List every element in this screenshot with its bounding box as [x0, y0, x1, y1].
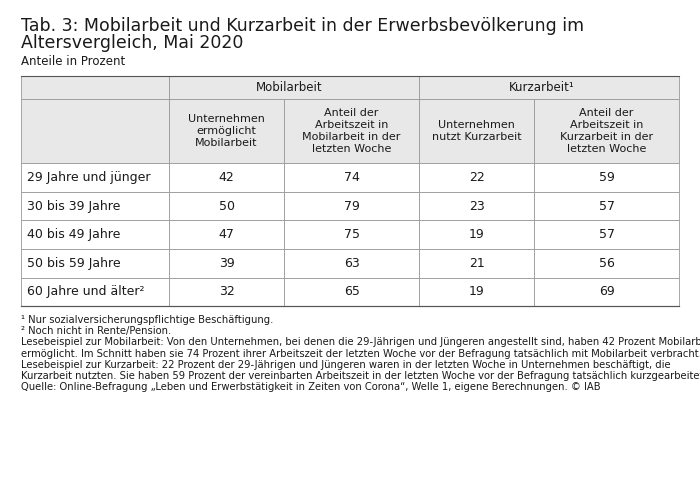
Text: 40 bis 49 Jahre: 40 bis 49 Jahre — [27, 228, 120, 241]
Text: 50 bis 59 Jahre: 50 bis 59 Jahre — [27, 257, 120, 270]
Text: 19: 19 — [469, 228, 484, 241]
Bar — [419, 220, 534, 249]
Text: Unternehmen
ermöglicht
Mobilarbeit: Unternehmen ermöglicht Mobilarbeit — [188, 114, 265, 148]
Bar — [284, 278, 419, 306]
Bar — [419, 76, 679, 99]
Text: 32: 32 — [218, 286, 235, 298]
Bar — [534, 249, 679, 278]
Text: 79: 79 — [344, 199, 360, 213]
Text: 57: 57 — [598, 228, 615, 241]
Bar — [169, 278, 284, 306]
Bar — [21, 278, 169, 306]
Text: 47: 47 — [218, 228, 235, 241]
Bar — [419, 192, 534, 220]
Text: Anteil der
Arbeitszeit in
Kurzarbeit in der
letzten Woche: Anteil der Arbeitszeit in Kurzarbeit in … — [560, 108, 653, 154]
Bar — [284, 192, 419, 220]
Text: 29 Jahre und jünger: 29 Jahre und jünger — [27, 171, 150, 184]
Bar — [169, 99, 284, 163]
Text: 69: 69 — [598, 286, 615, 298]
Text: 42: 42 — [218, 171, 235, 184]
Bar — [419, 278, 534, 306]
Bar — [21, 99, 169, 163]
Text: Lesebeispiel zur Kurzarbeit: 22 Prozent der 29-Jährigen und Jüngeren waren in de: Lesebeispiel zur Kurzarbeit: 22 Prozent … — [21, 360, 671, 370]
Text: Kurzarbeit nutzten. Sie haben 59 Prozent der vereinbarten Arbeitszeit in der let: Kurzarbeit nutzten. Sie haben 59 Prozent… — [21, 371, 700, 381]
Bar — [284, 249, 419, 278]
Bar — [419, 163, 534, 192]
Text: Anteile in Prozent: Anteile in Prozent — [21, 55, 125, 68]
Bar — [169, 249, 284, 278]
Text: Quelle: Online-Befragung „Leben und Erwerbstätigkeit in Zeiten von Corona“, Well: Quelle: Online-Befragung „Leben und Erwe… — [21, 382, 601, 392]
Text: 39: 39 — [218, 257, 235, 270]
Bar — [534, 278, 679, 306]
Text: 30 bis 39 Jahre: 30 bis 39 Jahre — [27, 199, 120, 213]
Text: Anteil der
Arbeitszeit in
Mobilarbeit in der
letzten Woche: Anteil der Arbeitszeit in Mobilarbeit in… — [302, 108, 401, 154]
Text: 60 Jahre und älter²: 60 Jahre und älter² — [27, 286, 144, 298]
Text: Mobilarbeit: Mobilarbeit — [256, 81, 323, 94]
Bar — [169, 76, 419, 99]
Bar — [21, 163, 169, 192]
Bar — [419, 99, 534, 163]
Bar — [534, 163, 679, 192]
Text: 65: 65 — [344, 286, 360, 298]
Text: Tab. 3: Mobilarbeit und Kurzarbeit in der Erwerbsbevölkerung im: Tab. 3: Mobilarbeit und Kurzarbeit in de… — [21, 17, 584, 35]
Text: 22: 22 — [469, 171, 484, 184]
Text: ermöglicht. Im Schnitt haben sie 74 Prozent ihrer Arbeitszeit der letzten Woche : ermöglicht. Im Schnitt haben sie 74 Proz… — [21, 348, 700, 359]
Bar — [534, 220, 679, 249]
Text: Altersvergleich, Mai 2020: Altersvergleich, Mai 2020 — [21, 34, 244, 52]
Text: 63: 63 — [344, 257, 360, 270]
Text: 75: 75 — [344, 228, 360, 241]
Bar — [169, 163, 284, 192]
Bar — [21, 249, 169, 278]
Text: 19: 19 — [469, 286, 484, 298]
Text: ¹ Nur sozialversicherungspflichtige Beschäftigung.: ¹ Nur sozialversicherungspflichtige Besc… — [21, 315, 274, 325]
Text: Lesebeispiel zur Mobilarbeit: Von den Unternehmen, bei denen die 29-Jährigen und: Lesebeispiel zur Mobilarbeit: Von den Un… — [21, 338, 700, 347]
Bar — [21, 76, 169, 99]
Text: 56: 56 — [598, 257, 615, 270]
Bar — [534, 192, 679, 220]
Bar — [21, 192, 169, 220]
Text: 21: 21 — [469, 257, 484, 270]
Bar — [21, 220, 169, 249]
Bar — [419, 249, 534, 278]
Text: Kurzarbeit¹: Kurzarbeit¹ — [509, 81, 575, 94]
Bar — [284, 163, 419, 192]
Text: 57: 57 — [598, 199, 615, 213]
Bar — [284, 220, 419, 249]
Text: 74: 74 — [344, 171, 360, 184]
Bar — [534, 99, 679, 163]
Text: Unternehmen
nutzt Kurzarbeit: Unternehmen nutzt Kurzarbeit — [432, 121, 522, 142]
Text: 50: 50 — [218, 199, 235, 213]
Text: 23: 23 — [469, 199, 484, 213]
Text: ² Noch nicht in Rente/Pension.: ² Noch nicht in Rente/Pension. — [21, 326, 172, 336]
Text: 59: 59 — [598, 171, 615, 184]
Bar — [169, 192, 284, 220]
Bar — [169, 220, 284, 249]
Bar — [284, 99, 419, 163]
